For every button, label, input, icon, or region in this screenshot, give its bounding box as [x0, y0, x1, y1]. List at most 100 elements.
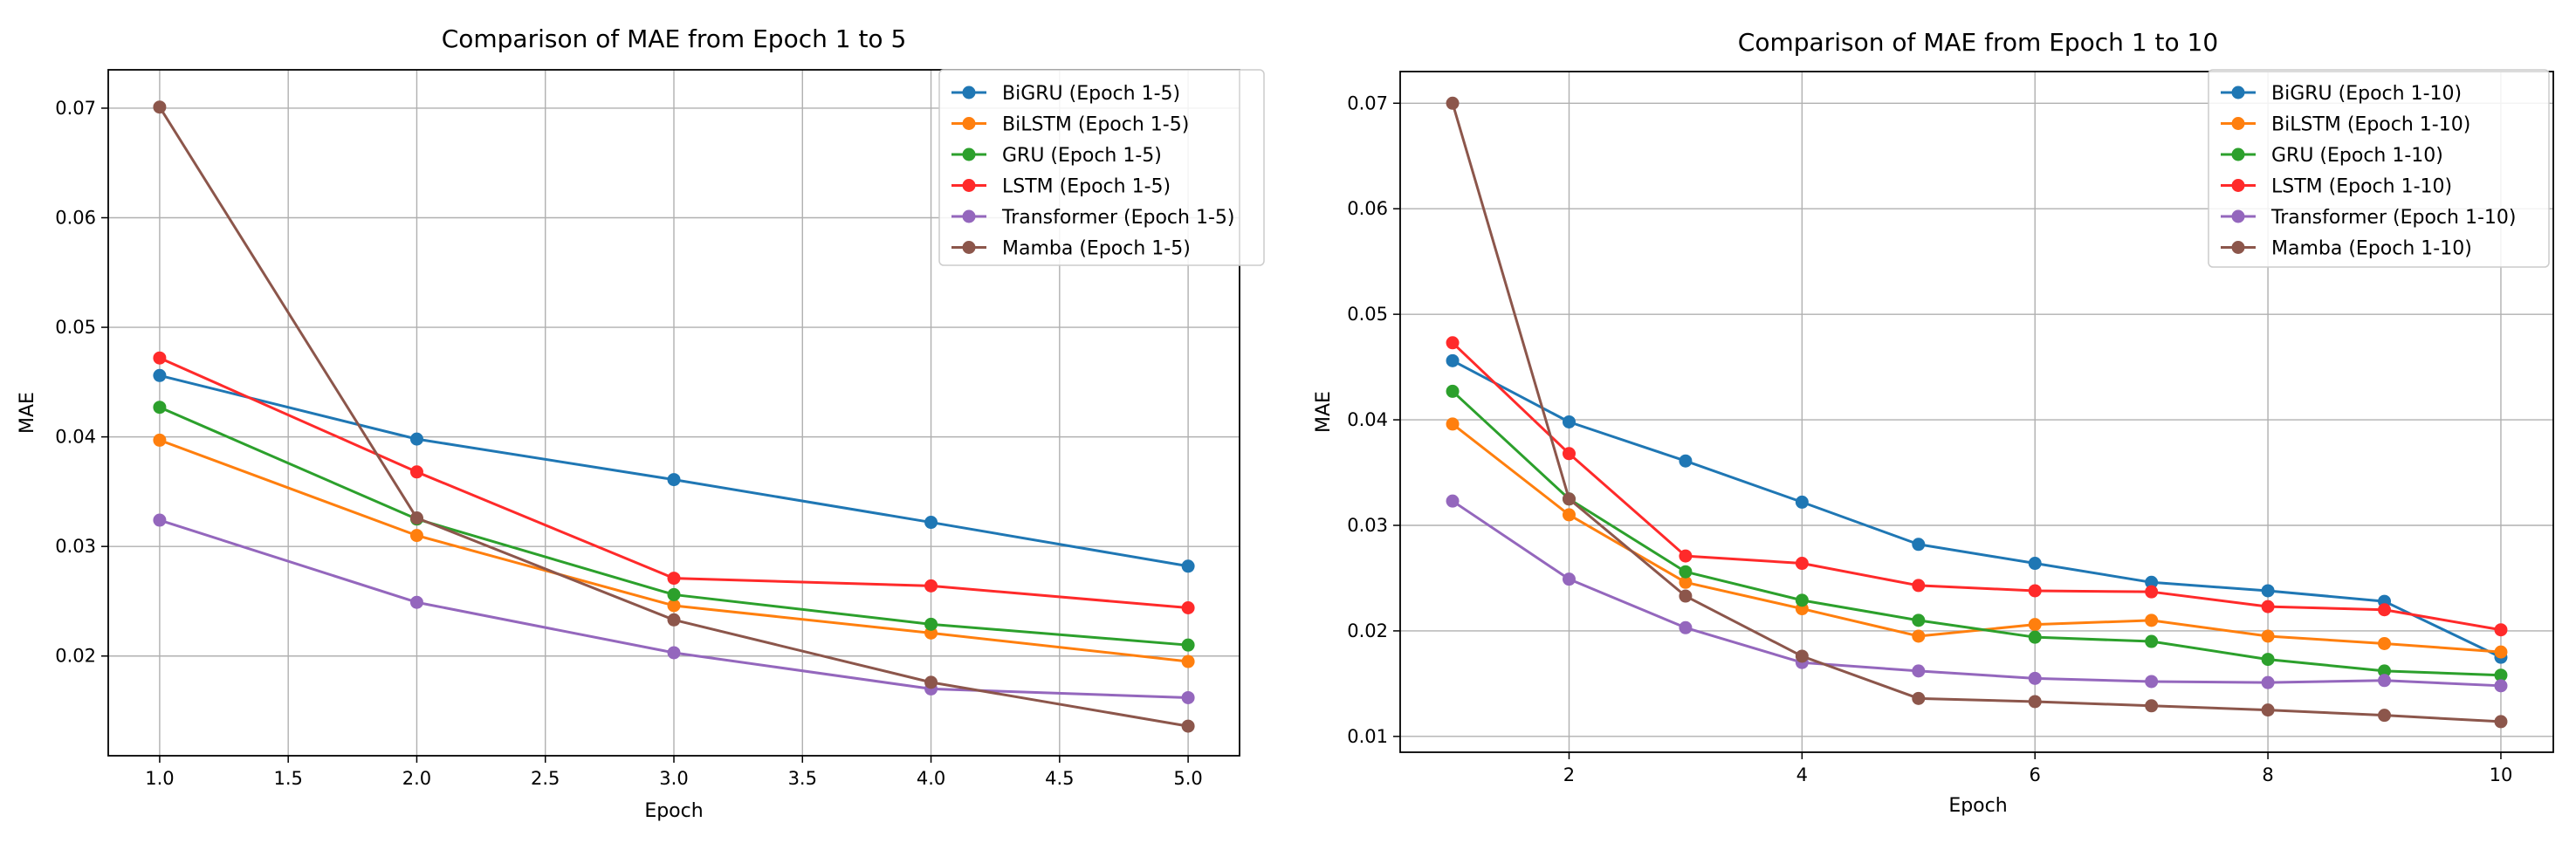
legend: BiGRU (Epoch 1-5) BiLSTM (Epoch 1-5) GRU (… [938, 69, 1265, 266]
y-tick-label: 0.02 [55, 646, 96, 667]
legend-entry: BiLSTM (Epoch 1-5) [951, 114, 1189, 136]
data-point [1446, 494, 1460, 508]
legend-marker [2231, 86, 2245, 99]
legend-entry: BiGRU (Epoch 1-5) [951, 83, 1180, 105]
x-axis-label: Epoch [644, 800, 703, 822]
data-point [2028, 671, 2042, 685]
legend-label: LSTM (Epoch 1-10) [2271, 176, 2452, 198]
data-point [1679, 549, 1693, 563]
data-point [2494, 668, 2508, 682]
data-point [2145, 585, 2159, 599]
legend-entry: LSTM (Epoch 1-10) [2221, 176, 2452, 198]
data-point [2378, 636, 2392, 650]
data-point [2378, 709, 2392, 723]
data-point [2494, 679, 2508, 693]
x-tick-label: 4.5 [1045, 768, 1074, 789]
data-point [409, 595, 423, 609]
x-tick-label: 10 [2490, 764, 2513, 785]
x-axis-label: Epoch [1948, 795, 2007, 817]
data-point [924, 617, 938, 631]
legend-marker [2231, 147, 2245, 161]
data-point [924, 579, 938, 593]
data-point [1446, 417, 1460, 431]
data-point [153, 100, 167, 114]
x-tick-label: 1.0 [145, 768, 174, 789]
data-point [667, 599, 681, 613]
legend-marker [962, 117, 976, 130]
data-point [1181, 600, 1195, 614]
data-point [2028, 557, 2042, 571]
data-point [1181, 719, 1195, 733]
legend-label: GRU (Epoch 1-5) [1002, 145, 1162, 167]
data-point [667, 473, 681, 487]
series-line [1451, 102, 2502, 723]
legend-entry: BiLSTM (Epoch 1-10) [2221, 114, 2470, 136]
data-point [1679, 454, 1693, 468]
legend: BiGRU (Epoch 1-10) BiLSTM (Epoch 1-10) GRU… [2208, 69, 2550, 268]
data-point [1795, 593, 1809, 607]
y-tick-label: 0.01 [1347, 726, 1388, 747]
series-2 [1446, 384, 2508, 682]
data-point [2145, 699, 2159, 713]
data-point [667, 613, 681, 627]
chart-title: Comparison of MAE from Epoch 1 to 10 [1738, 28, 2218, 57]
data-point [2261, 653, 2275, 667]
data-point [2145, 634, 2159, 648]
chart-title: Comparison of MAE from Epoch 1 to 5 [442, 24, 907, 53]
legend-marker [2231, 179, 2245, 192]
data-point [924, 675, 938, 689]
legend-label: Transformer (Epoch 1-5) [1001, 207, 1234, 229]
data-point [2028, 695, 2042, 709]
x-tick-label: 2.0 [402, 768, 431, 789]
data-point [1562, 447, 1576, 461]
legend-entry: BiGRU (Epoch 1-10) [2221, 83, 2462, 105]
data-point [153, 433, 167, 447]
x-tick-label: 8 [2262, 764, 2273, 785]
data-point [409, 465, 423, 479]
data-point [2145, 575, 2159, 589]
y-axis-label: MAE [1313, 391, 1335, 433]
data-point [1679, 589, 1693, 603]
data-point [2028, 584, 2042, 598]
data-point [409, 511, 423, 525]
data-point [1181, 559, 1195, 573]
data-point [1795, 495, 1809, 509]
data-point [2261, 675, 2275, 689]
legend-entry: GRU (Epoch 1-10) [2221, 145, 2443, 167]
data-point [2494, 715, 2508, 729]
series-5 [153, 100, 1195, 733]
data-point [2028, 618, 2042, 632]
data-point [2378, 603, 2392, 617]
legend-marker [2231, 117, 2245, 130]
data-point [1181, 655, 1195, 668]
data-point [2378, 664, 2392, 678]
data-point [2494, 645, 2508, 659]
y-tick-label: 0.03 [1347, 515, 1388, 536]
x-tick-label: 6 [2030, 764, 2041, 785]
data-point [2145, 675, 2159, 689]
data-point [1912, 664, 1926, 678]
y-tick-label: 0.03 [55, 536, 96, 557]
data-point [1562, 492, 1576, 506]
legend-label: GRU (Epoch 1-10) [2271, 145, 2443, 167]
legend-entry: Transformer (Epoch 1-5) [951, 207, 1234, 229]
data-point [1562, 508, 1576, 522]
y-tick-label: 0.06 [55, 208, 96, 229]
legend-entry: GRU (Epoch 1-5) [951, 145, 1162, 167]
x-tick-label: 4.0 [917, 768, 945, 789]
legend-marker [2231, 209, 2245, 223]
data-point [1446, 384, 1460, 398]
data-point [153, 351, 167, 365]
data-point [1679, 620, 1693, 634]
x-tick-label: 3.0 [659, 768, 688, 789]
legend-label: Mamba (Epoch 1-5) [1002, 238, 1191, 260]
x-tick-label: 3.5 [788, 768, 817, 789]
series-3 [1446, 336, 2508, 637]
data-point [2261, 584, 2275, 598]
x-tick-label: 4 [1796, 764, 1808, 785]
data-point [924, 516, 938, 530]
series-5 [1446, 96, 2508, 729]
legend-entry: Mamba (Epoch 1-5) [951, 238, 1191, 260]
data-point [667, 572, 681, 586]
